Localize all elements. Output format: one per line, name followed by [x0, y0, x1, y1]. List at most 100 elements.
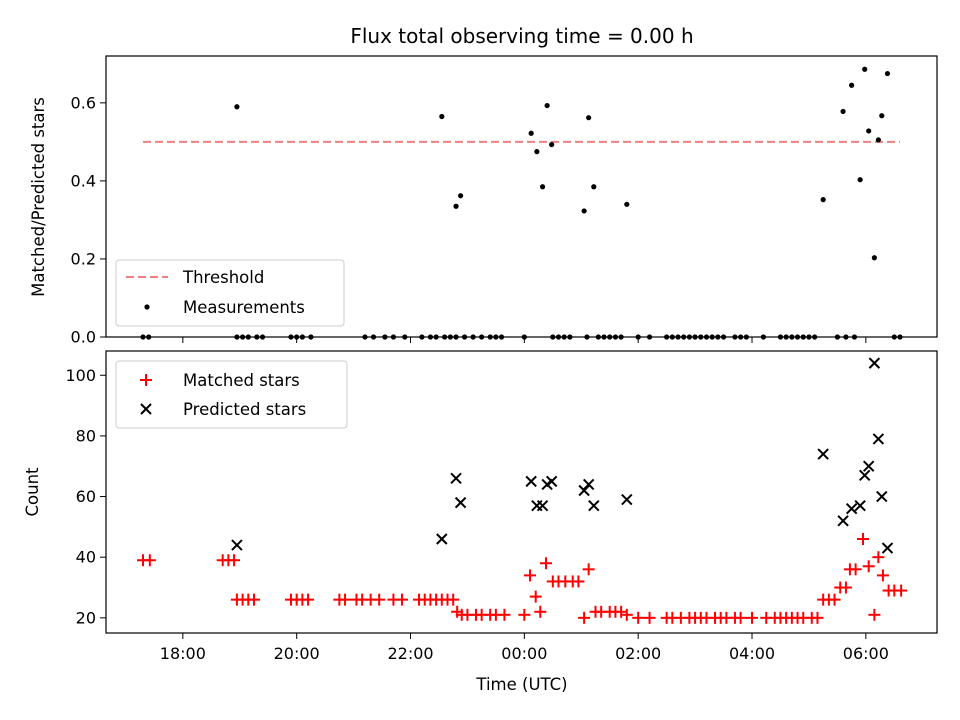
measurement-point — [840, 108, 846, 115]
predicted-stars-point — [582, 478, 595, 491]
measurement-point — [879, 113, 885, 119]
predicted-stars-point — [545, 475, 558, 488]
matched-stars-point — [447, 593, 460, 606]
matched-stars-point — [529, 590, 542, 603]
matched-stars-point — [247, 593, 260, 606]
matched-stars-point — [868, 608, 881, 621]
measurement-point — [549, 141, 555, 148]
predicted-stars-point — [436, 533, 448, 545]
measurement-point — [586, 115, 592, 121]
measurement-point — [820, 197, 826, 203]
xtick-label: 00:00 — [501, 644, 547, 663]
measurement-point — [862, 66, 868, 72]
count-y-axis: 20 40 60 80 100 — [65, 366, 106, 627]
matched-stars-point — [734, 611, 747, 624]
matched-stars-point — [373, 593, 386, 606]
measurement-point — [457, 193, 464, 199]
matched-stars-point — [839, 581, 852, 594]
matched-stars-point — [857, 533, 870, 545]
matched-stars-point — [534, 605, 547, 618]
matched-stars-point — [849, 563, 862, 576]
count-marks — [136, 357, 908, 624]
measurement-point — [528, 130, 534, 136]
count-axes-frame — [105, 350, 938, 634]
predicted-stars-point — [578, 484, 590, 497]
predicted-stars-point — [450, 472, 462, 485]
matched-stars-point — [632, 611, 645, 624]
measurement-point — [857, 177, 863, 183]
count-x-axis: 18:00 20:00 22:00 00:00 02:00 04:00 06:00 — [160, 633, 889, 663]
matched-stars-point — [582, 563, 595, 576]
predicted-stars-point — [872, 433, 885, 445]
ratio-ytick-label: 0.4 — [71, 171, 96, 190]
matched-stars-point — [862, 560, 875, 573]
ratio-legend-box — [115, 259, 345, 327]
ratio-panel: 0.0 0.2 0.4 0.6 Matched/Predicted stars Thr… — [29, 55, 938, 347]
matched-stars-point — [643, 611, 656, 624]
matched-stars-point — [498, 608, 511, 621]
chart-title: Flux total observing time = 0.00 h — [350, 24, 693, 48]
xtick-label: 02:00 — [615, 644, 661, 663]
predicted-stars-point — [536, 499, 549, 512]
predicted-stars-point — [621, 493, 633, 506]
measurement-point — [439, 113, 445, 120]
predicted-stars-point — [881, 542, 894, 554]
ratio-legend: Threshold Measurements — [115, 259, 345, 327]
predicted-stars-point — [859, 469, 871, 482]
predicted-stars-point — [862, 460, 875, 472]
measurement-point — [624, 201, 630, 207]
measurement-point — [849, 82, 855, 88]
matched-stars-point — [518, 608, 531, 621]
matched-stars-point — [828, 593, 841, 606]
count-panel: 20 40 60 80 100 18:00 20:00 22:00 00:00 02:00 04:… — [23, 350, 938, 694]
xtick-label: 18:00 — [160, 644, 206, 663]
xtick-label: 06:00 — [843, 644, 889, 663]
matched-stars-point — [339, 593, 352, 606]
count-ytick-label: 20 — [76, 608, 96, 627]
matched-stars-point — [578, 611, 591, 624]
legend-threshold-label: Threshold — [182, 268, 264, 287]
matched-stars-point — [811, 611, 824, 624]
measurement-point — [534, 149, 540, 155]
predicted-stars-point — [454, 496, 467, 509]
xtick-label: 20:00 — [274, 644, 320, 663]
matched-stars-point — [872, 551, 885, 564]
predicted-stars-point — [845, 502, 858, 515]
matched-stars-point — [620, 608, 633, 621]
legend-predicted-label: Predicted stars — [183, 400, 306, 419]
legend-measurements-swatch — [144, 304, 150, 310]
measurement-point — [544, 102, 550, 109]
matched-stars-point — [143, 554, 156, 567]
predicted-stars-point — [231, 539, 243, 551]
predicted-stars-point — [588, 499, 600, 512]
count-legend: Matched stars Predicted stars — [115, 360, 348, 429]
ratio-ytick-label: 0.0 — [71, 328, 96, 347]
measurement-point — [871, 255, 877, 261]
matched-stars-point — [572, 575, 585, 588]
count-legend-box — [115, 360, 348, 429]
ratio-x-ticks — [182, 337, 867, 343]
ratio-axes-frame — [105, 55, 938, 338]
matched-stars-point — [524, 569, 537, 582]
predicted-stars-point — [837, 515, 849, 527]
count-y-axis-label: Count — [23, 467, 42, 517]
count-ytick-label: 40 — [76, 548, 96, 567]
count-ytick-label: 80 — [76, 426, 96, 445]
predicted-stars-point — [876, 490, 888, 503]
ratio-y-axis: 0.0 0.2 0.4 0.6 — [71, 93, 106, 347]
measurement-point — [539, 184, 546, 190]
measurement-point — [591, 184, 597, 190]
matched-stars-point — [615, 605, 628, 618]
matched-stars-point — [895, 584, 908, 597]
ratio-y-axis-label: Matched/Predicted stars — [29, 97, 48, 297]
matched-stars-point — [746, 611, 759, 624]
predicted-stars-point — [868, 357, 881, 369]
matched-stars-point — [228, 554, 241, 567]
x-axis-label: Time (UTC) — [475, 675, 567, 694]
ratio-ytick-label: 0.6 — [71, 93, 96, 112]
count-ytick-label: 100 — [65, 366, 96, 385]
matched-stars-point — [539, 557, 552, 570]
measurement-point — [453, 203, 459, 209]
legend-matched-swatch — [140, 374, 152, 386]
